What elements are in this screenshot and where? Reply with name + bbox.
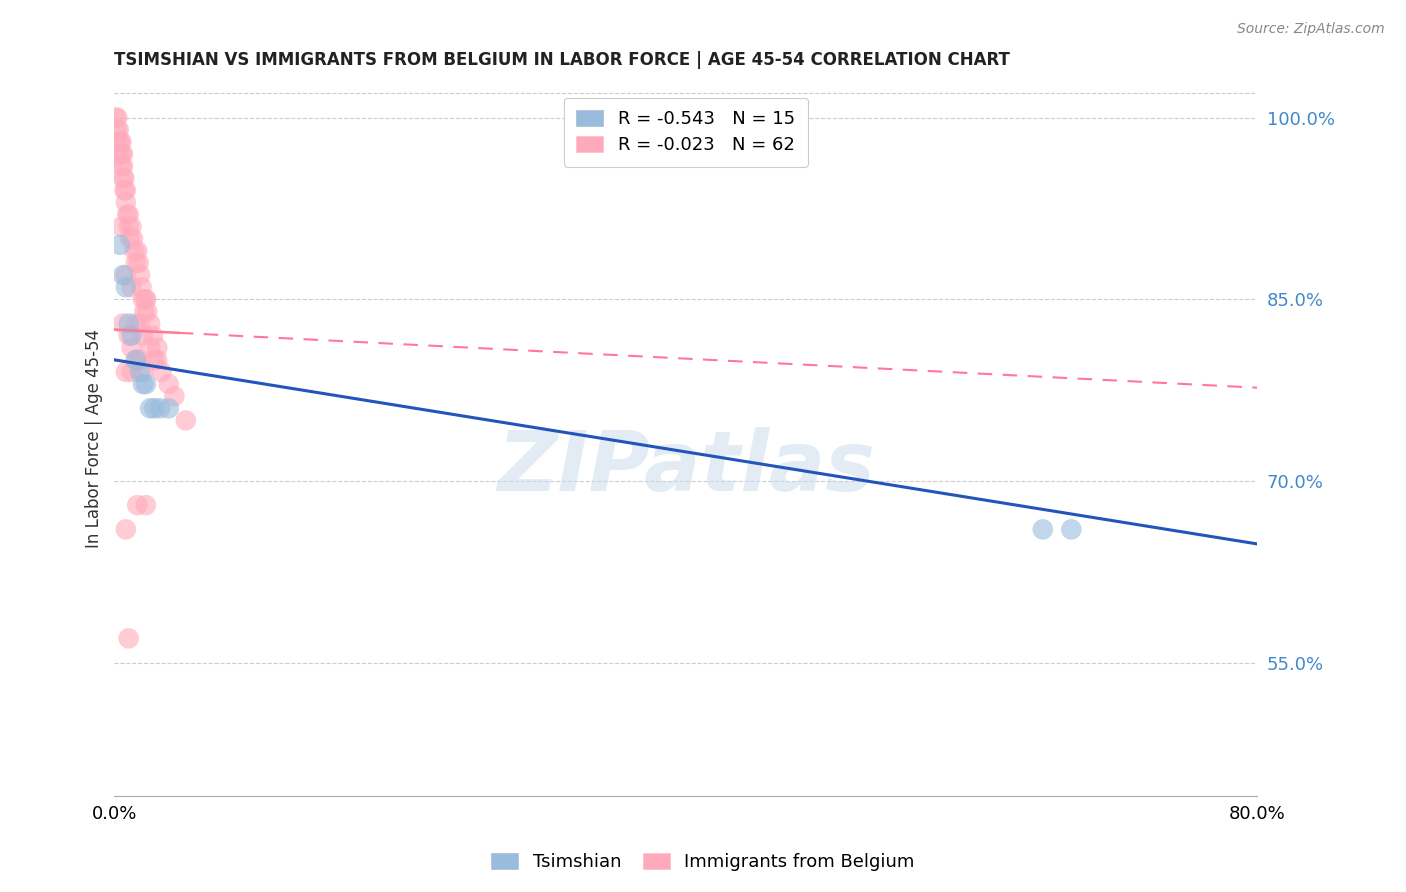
Point (110, 159, 132, 173)
Point (118, 208, 141, 222)
Point (125, 352, 148, 367)
Point (163, 389, 186, 403)
Point (157, 401, 180, 416)
Point (115, 522, 138, 536)
Point (143, 401, 166, 416)
Point (121, 280, 143, 294)
Point (108, 237, 131, 252)
Point (146, 341, 169, 355)
Point (132, 377, 155, 392)
Point (139, 317, 162, 331)
Point (112, 171, 135, 186)
Point (108, 135, 131, 149)
Point (1032, 522, 1054, 536)
Point (146, 352, 169, 367)
Point (174, 413, 197, 427)
Point (134, 304, 156, 318)
Point (139, 341, 162, 355)
Point (111, 147, 134, 161)
Point (125, 256, 148, 270)
Point (118, 328, 141, 343)
Text: Source: ZipAtlas.com: Source: ZipAtlas.com (1237, 22, 1385, 37)
Point (129, 365, 152, 379)
Point (136, 304, 159, 318)
Point (135, 377, 157, 392)
Point (111, 171, 134, 186)
Y-axis label: In Labor Force | Age 45-54: In Labor Force | Age 45-54 (86, 329, 103, 548)
Point (105, 111, 128, 125)
Point (111, 159, 134, 173)
Point (129, 317, 152, 331)
Point (129, 352, 152, 367)
Point (121, 219, 143, 234)
Point (122, 232, 145, 246)
Point (125, 352, 148, 367)
Point (132, 365, 155, 379)
Point (118, 317, 141, 331)
Point (142, 328, 165, 343)
Point (110, 135, 132, 149)
Point (115, 280, 138, 294)
Point (135, 293, 157, 307)
Point (150, 365, 173, 379)
Point (110, 147, 132, 161)
Point (132, 328, 155, 343)
Point (118, 219, 141, 234)
Point (1060, 522, 1083, 536)
Point (115, 183, 138, 197)
Legend: Tsimshian, Immigrants from Belgium: Tsimshian, Immigrants from Belgium (484, 846, 922, 879)
Point (108, 147, 131, 161)
Point (121, 341, 143, 355)
Point (111, 268, 134, 282)
Point (132, 293, 155, 307)
Point (115, 365, 138, 379)
Point (121, 328, 143, 343)
Point (104, 111, 127, 125)
Point (112, 183, 135, 197)
Point (139, 401, 162, 416)
Point (127, 498, 149, 512)
Point (124, 244, 146, 258)
Text: ZIPatlas: ZIPatlas (496, 426, 875, 508)
Point (127, 244, 149, 258)
Point (120, 232, 142, 246)
Point (135, 293, 157, 307)
Point (107, 135, 129, 149)
Point (157, 377, 180, 392)
Point (131, 280, 153, 294)
Point (125, 317, 148, 331)
Point (110, 219, 132, 234)
Point (149, 401, 172, 416)
Text: TSIMSHIAN VS IMMIGRANTS FROM BELGIUM IN LABOR FORCE | AGE 45-54 CORRELATION CHAR: TSIMSHIAN VS IMMIGRANTS FROM BELGIUM IN … (114, 51, 1011, 69)
Point (115, 268, 138, 282)
Point (135, 498, 157, 512)
Point (143, 352, 166, 367)
Point (121, 365, 143, 379)
Point (115, 195, 138, 210)
Legend: R = -0.543   N = 15, R = -0.023   N = 62: R = -0.543 N = 15, R = -0.023 N = 62 (564, 97, 807, 167)
Point (128, 256, 150, 270)
Point (117, 208, 139, 222)
Point (111, 317, 134, 331)
Point (129, 268, 152, 282)
Point (105, 122, 128, 136)
Point (118, 632, 141, 646)
Point (107, 122, 129, 136)
